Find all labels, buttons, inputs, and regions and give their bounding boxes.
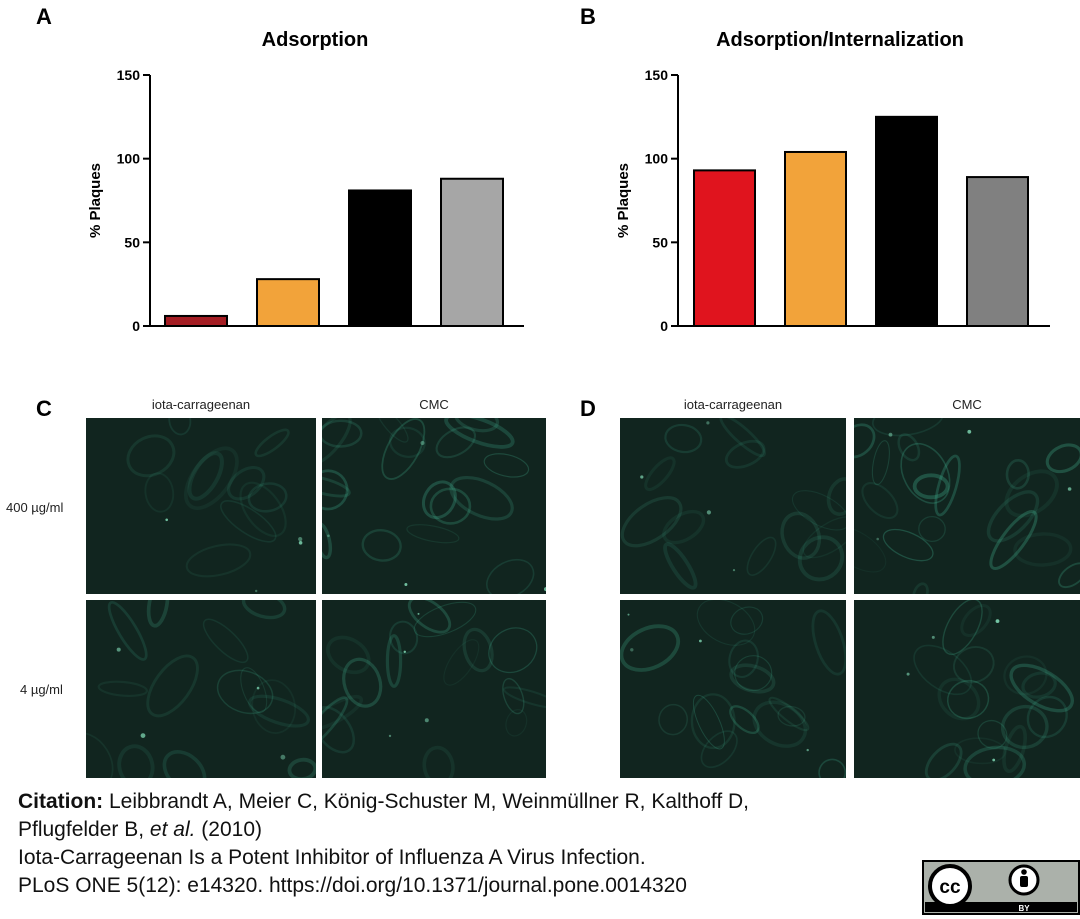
y-tick-label: 100 <box>117 151 141 167</box>
y-axis-label: % Plaques <box>87 163 104 238</box>
bar <box>256 278 320 327</box>
bar <box>440 177 504 327</box>
citation-etal: et al. <box>149 818 196 841</box>
citation-authors-cont: Pflugfelder B, <box>18 818 145 841</box>
micrograph-c-iota-4 <box>86 600 316 778</box>
micrograph-c-iota-400 <box>86 418 316 594</box>
micrograph-d-cmc-4 <box>854 600 1080 778</box>
y-tick-label: 150 <box>117 67 141 83</box>
chart-title: Adsorption <box>262 29 369 51</box>
bar <box>966 176 1029 327</box>
panel-letter-a: A <box>36 4 52 29</box>
chart-title: Adsorption/Internalization <box>716 29 964 51</box>
column-label-cmc-c: CMC <box>419 397 449 412</box>
citation-line-2: Pflugfelder B, et al. (2010) <box>18 816 918 844</box>
y-tick-label: 0 <box>660 318 668 334</box>
column-label-cmc-d: CMC <box>952 397 982 412</box>
panel-letter-c: C <box>36 396 52 421</box>
micrograph-c-cmc-4 <box>322 600 546 778</box>
citation-authors: Leibbrandt A, Meier C, König-Schuster M,… <box>109 790 750 813</box>
y-tick-label: 50 <box>652 234 668 250</box>
row-label-400: 400 µg/ml <box>6 500 64 515</box>
y-tick-label: 0 <box>132 318 140 334</box>
bar <box>693 169 756 327</box>
column-label-iota-d: iota-carrageenan <box>683 397 783 412</box>
y-tick-label: 150 <box>645 67 669 83</box>
y-tick-label: 50 <box>124 234 140 250</box>
cc-by-license-badge[interactable]: cc BY <box>922 860 1080 915</box>
by-text: BY <box>1018 904 1030 913</box>
citation-journal[interactable]: PLoS ONE 5(12): e14320. https://doi.org/… <box>18 874 687 897</box>
micrograph-d-cmc-400 <box>854 418 1080 594</box>
panel-letter-d: D <box>580 396 596 421</box>
bar <box>348 189 412 327</box>
cc-text: cc <box>939 877 961 898</box>
panel-letter-b: B <box>580 4 596 29</box>
citation-block: Citation: Leibbrandt A, Meier C, König-S… <box>18 788 918 900</box>
column-label-iota-c: iota-carrageenan <box>151 397 251 412</box>
person-icon-head <box>1021 869 1027 875</box>
micrograph-d-iota-4 <box>620 600 846 778</box>
citation-year: (2010) <box>201 818 262 841</box>
bar-charts: Adsorption % Plaques 0 50 100 150 Adsorption/I… <box>87 29 1050 334</box>
citation-label: Citation: <box>18 790 104 813</box>
person-icon-body <box>1020 876 1028 887</box>
micrograph-d-iota-400 <box>620 418 846 594</box>
y-tick-label: 100 <box>645 151 669 167</box>
bar <box>784 150 847 327</box>
citation-title: Iota-Carrageenan Is a Potent Inhibitor o… <box>18 846 646 869</box>
citation-line-1: Citation: Leibbrandt A, Meier C, König-S… <box>18 788 918 816</box>
bar <box>164 314 228 327</box>
bar <box>875 115 938 328</box>
micrograph-c-cmc-400 <box>322 418 546 594</box>
y-axis-label: % Plaques <box>615 163 632 238</box>
row-label-4: 4 µg/ml <box>20 682 63 697</box>
